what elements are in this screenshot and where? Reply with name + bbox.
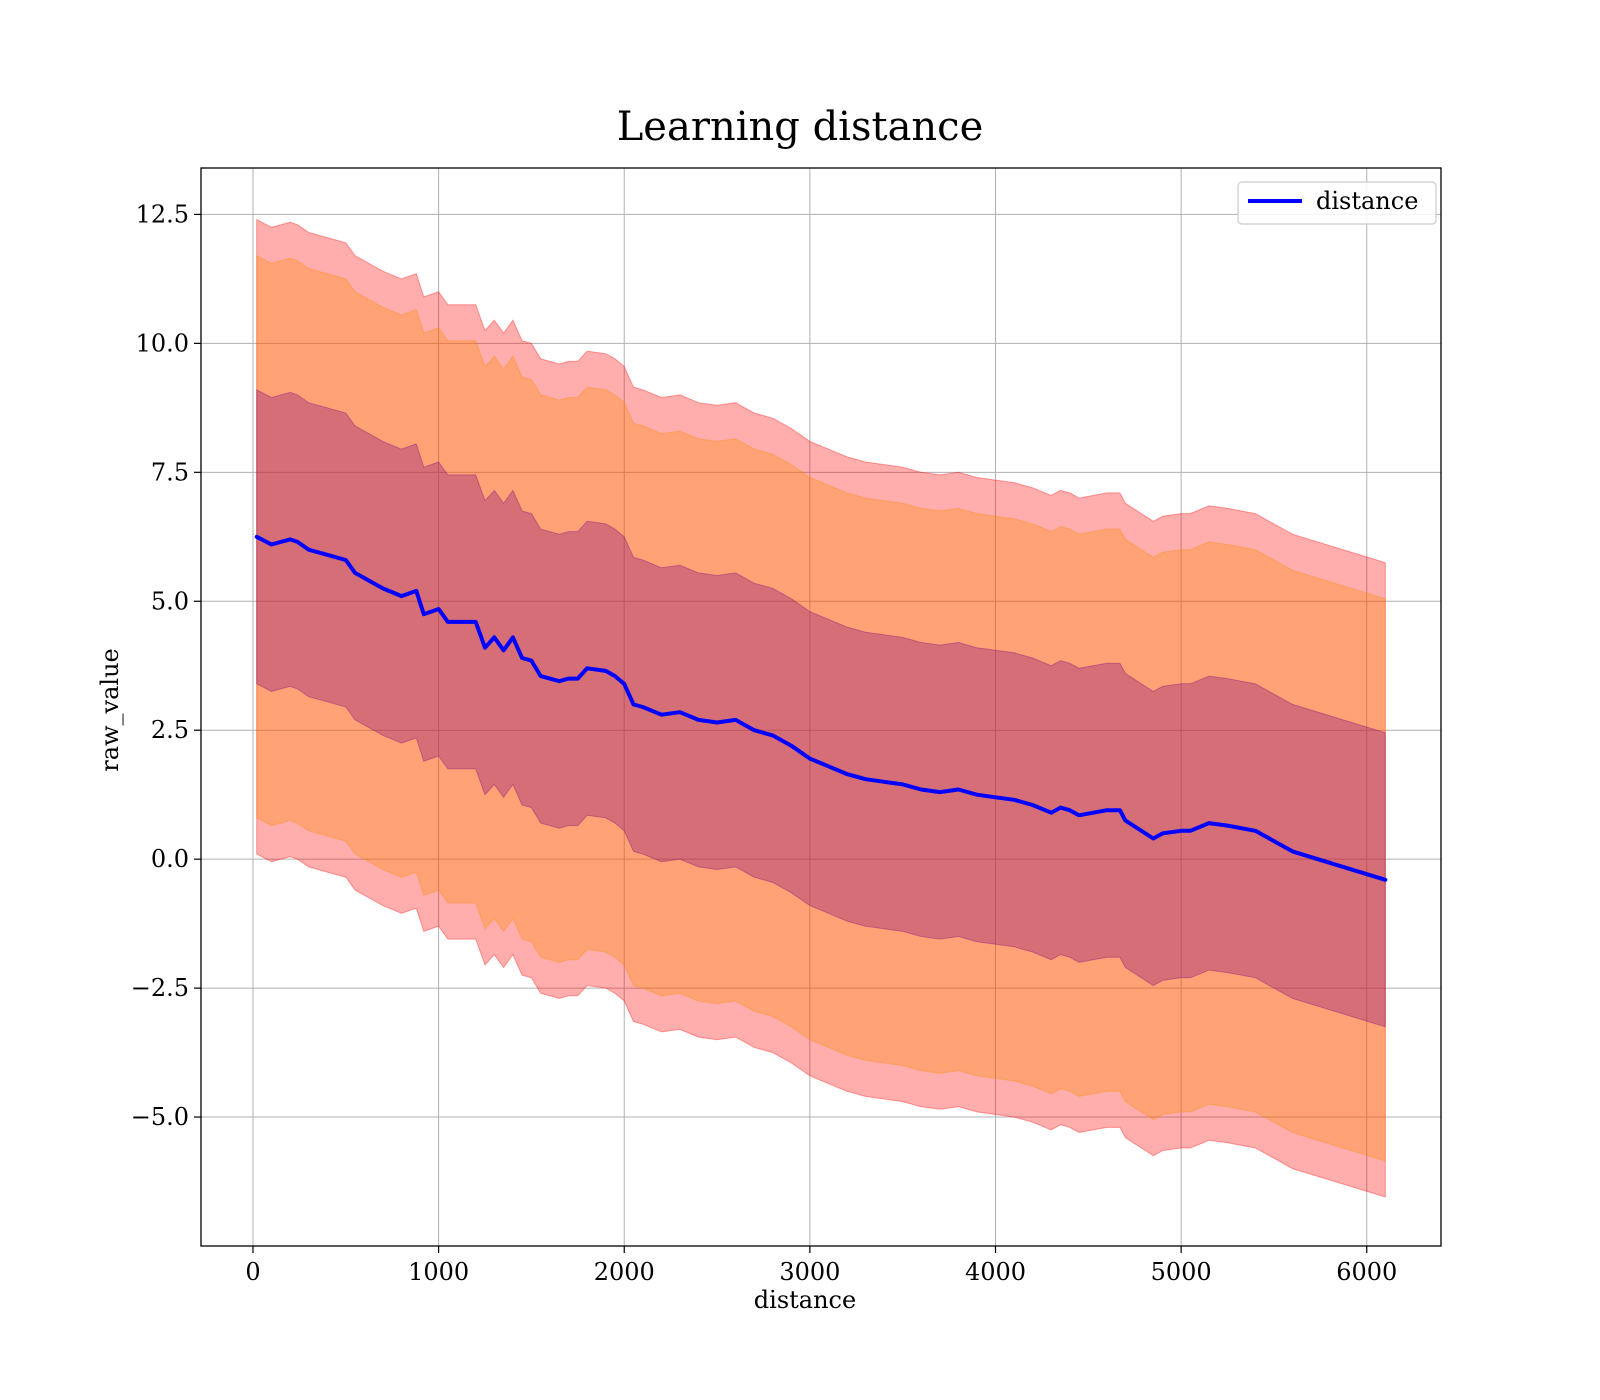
y-tick-label: 10.0 — [136, 329, 189, 357]
chart-title: Learning distance — [617, 104, 984, 150]
std-band — [256, 254, 1386, 1162]
legend-label-distance: distance — [1316, 187, 1418, 215]
y-tick-label: 2.5 — [151, 716, 189, 744]
legend-frame — [1237, 181, 1437, 225]
axes-frame — [200, 167, 1442, 1247]
y-tick-label: −2.5 — [131, 974, 189, 1002]
y-tick-label: 0.0 — [151, 845, 189, 873]
x-tick-label: 2000 — [594, 1258, 655, 1286]
legend: distance — [1237, 181, 1437, 225]
y-tick-label: −5.0 — [131, 1103, 189, 1131]
std-band — [256, 388, 1386, 1028]
x-tick-label: 4000 — [965, 1258, 1026, 1286]
series-line-distance — [254, 534, 1388, 882]
x-tick-label: 5000 — [1151, 1258, 1212, 1286]
gridlines — [201, 168, 1441, 1246]
series-lines — [254, 534, 1388, 882]
x-tick-label: 1000 — [408, 1258, 469, 1286]
x-tick-label: 3000 — [779, 1258, 840, 1286]
x-tick-label: 0 — [245, 1258, 260, 1286]
y-axis-label: raw_value — [96, 648, 124, 772]
axis-ticks: 0 1000 2000 3000 4000 5000 6000 −5.0 −2.5 0.0 2.5 5… — [131, 200, 1398, 1286]
y-tick-label: 5.0 — [151, 587, 189, 615]
confidence-bands — [256, 218, 1386, 1198]
x-tick-label: 6000 — [1336, 1258, 1397, 1286]
x-axis-label: distance — [754, 1286, 856, 1314]
std-band — [256, 218, 1386, 1198]
y-tick-label: 7.5 — [151, 458, 189, 486]
y-tick-label: 12.5 — [136, 200, 189, 228]
